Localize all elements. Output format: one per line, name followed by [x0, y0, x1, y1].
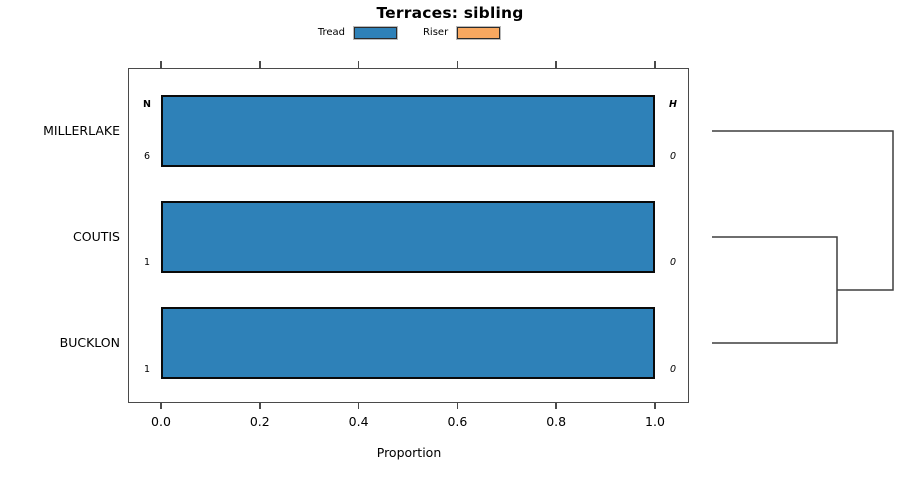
x-axis-tick — [456, 402, 459, 409]
h-value-bucklon: 0 — [669, 364, 677, 375]
x-axis-tick-label: 0.6 — [447, 414, 468, 429]
legend-swatch-riser — [456, 25, 502, 40]
bar-coutis-tread — [161, 201, 655, 273]
x-axis-tick — [654, 402, 656, 409]
legend-item-riser: Riser — [422, 25, 502, 40]
bar-bucklon-tread — [161, 307, 655, 379]
n-value-coutis: 1 — [143, 257, 151, 268]
x-axis-title: Proportion — [376, 445, 442, 460]
legend-swatch-tread — [352, 25, 398, 40]
x-axis-tick — [456, 61, 459, 68]
chart-title: Terraces: sibling — [376, 4, 524, 22]
x-axis-tick-label: 0.2 — [249, 414, 270, 429]
legend-label-riser: Riser — [422, 27, 449, 38]
n-column-header: N — [143, 99, 151, 110]
dendrogram — [712, 130, 894, 344]
h-column-header: H — [669, 99, 677, 110]
y-axis-label-millerlake: MILLERLAKE — [43, 123, 120, 138]
x-axis-tick — [357, 61, 360, 68]
x-axis-tick — [160, 61, 162, 68]
x-axis-tick-label: 0.8 — [546, 414, 567, 429]
h-value-millerlake: 0 — [669, 151, 677, 162]
x-axis-tick-label: 0.4 — [348, 414, 369, 429]
chart-legend: Tread Riser — [128, 25, 690, 40]
n-value-millerlake: 6 — [143, 151, 151, 162]
bar-millerlake-tread — [161, 95, 655, 167]
x-axis-tick — [259, 61, 261, 68]
h-value-coutis: 0 — [669, 257, 677, 268]
y-axis-label-coutis: COUTIS — [73, 229, 120, 244]
legend-item-tread: Tread — [317, 25, 398, 40]
y-axis-label-bucklon: BUCKLON — [59, 335, 120, 350]
x-axis-tick — [259, 402, 261, 409]
x-axis-tick-label: 0.0 — [151, 414, 171, 429]
legend-label-tread: Tread — [317, 27, 345, 38]
x-axis-tick — [357, 402, 360, 409]
x-axis-tick — [555, 402, 557, 409]
x-axis-tick — [160, 402, 162, 409]
x-axis-tick — [555, 61, 557, 68]
x-axis-tick-label: 1.0 — [645, 414, 665, 429]
n-value-bucklon: 1 — [143, 364, 151, 375]
plot-frame — [128, 68, 689, 403]
x-axis-tick — [654, 61, 656, 68]
